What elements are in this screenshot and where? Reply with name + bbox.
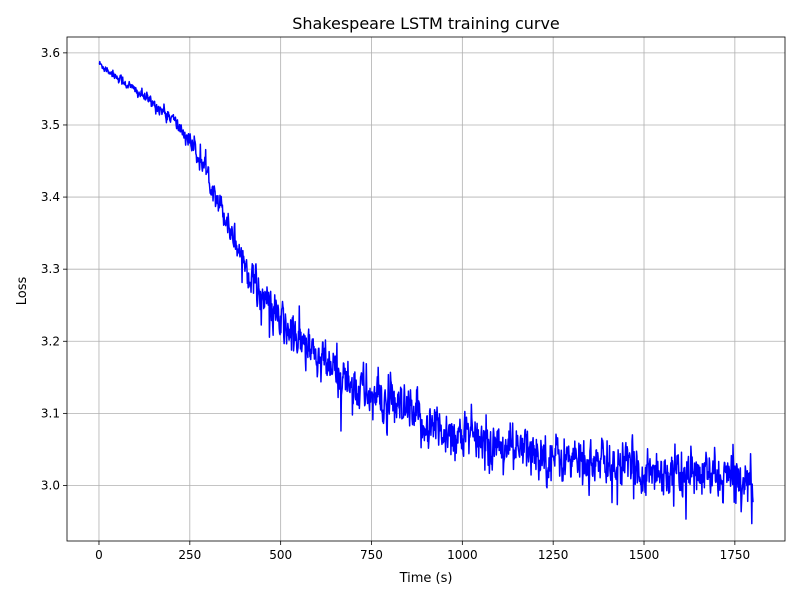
x-tick-label: 0 [95,548,103,562]
y-tick-label: 3.0 [41,478,60,492]
x-tick-label: 1250 [538,548,569,562]
x-tick-label: 1500 [629,548,660,562]
grid [67,37,785,541]
ticks: 0 250 500 750 1000 1250 1500 1750 3.0 3.1 3.2 3.3 3.… [41,46,750,562]
chart-title: Shakespeare LSTM training curve [292,14,560,33]
y-tick-label: 3.1 [41,406,60,420]
axes-frame [66,36,786,542]
y-axis-label: Loss [15,277,30,306]
x-axis-label: Time (s) [399,571,453,586]
x-tick-label: 1000 [447,548,478,562]
x-tick-label: 750 [360,548,383,562]
y-tick-label: 3.2 [41,334,60,348]
x-tick-label: 250 [178,548,201,562]
x-tick-label: 500 [269,548,292,562]
y-tick-label: 3.6 [41,46,60,60]
loss-series-line [98,60,754,525]
y-tick-label: 3.3 [41,262,60,276]
y-tick-label: 3.5 [41,118,60,132]
series-layer [98,60,754,525]
x-tick-label: 1750 [720,548,751,562]
y-tick-label: 3.4 [41,190,60,204]
